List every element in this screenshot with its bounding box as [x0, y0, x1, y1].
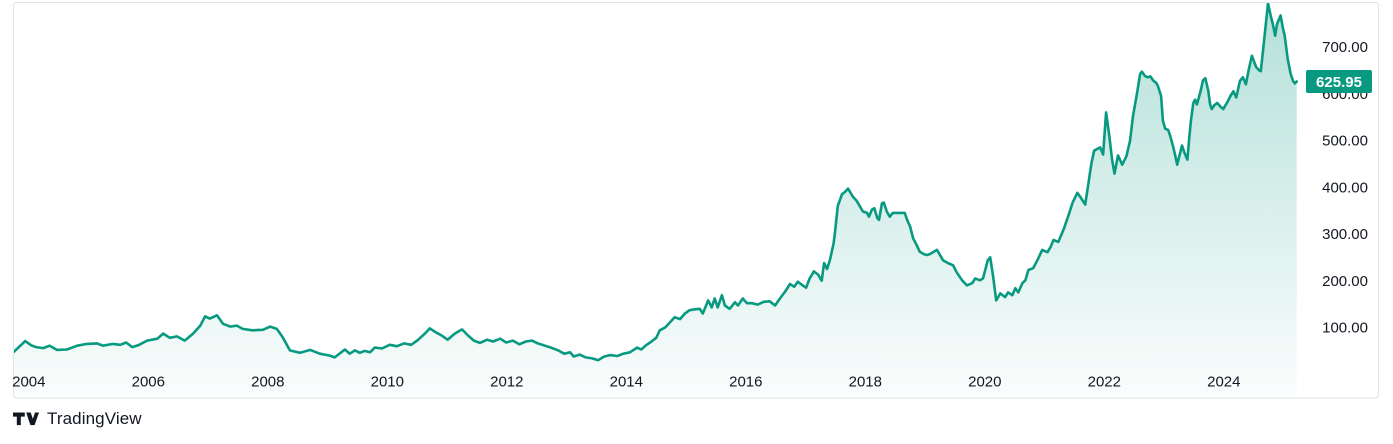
y-axis-tick-label: 700.00 [1322, 39, 1368, 56]
x-axis-tick-label: 2010 [371, 374, 404, 391]
x-axis: 2004 2006 2008 2010 2012 2014 2016 2018 2020 2022… [12, 374, 1240, 391]
x-axis-tick-label: 2018 [849, 374, 882, 391]
price-area-fill [14, 3, 1297, 397]
x-axis-tick-label: 2004 [12, 374, 45, 391]
x-axis-tick-label: 2006 [132, 374, 165, 391]
y-axis-tick-label: 100.00 [1322, 320, 1368, 337]
y-axis-tick-label: 200.00 [1322, 273, 1368, 290]
x-axis-tick-label: 2020 [968, 374, 1001, 391]
chart-frame [13, 2, 1379, 399]
x-axis-tick-label: 2014 [610, 374, 643, 391]
x-axis-tick-label: 2016 [729, 374, 762, 391]
x-axis-tick-label: 2022 [1088, 374, 1121, 391]
tradingview-attribution-link[interactable]: TradingView [13, 409, 142, 429]
tradingview-brand-text: TradingView [47, 409, 142, 428]
y-axis-tick-label: 300.00 [1322, 226, 1368, 243]
tradingview-logo-icon [13, 412, 39, 426]
price-line [14, 3, 1298, 362]
x-axis-tick-label: 2012 [490, 374, 523, 391]
x-axis-tick-label: 2024 [1207, 374, 1240, 391]
last-price-badge-background [1306, 70, 1372, 93]
y-axis-tick-label: 400.00 [1322, 179, 1368, 196]
last-price-badge: 625.95 [1306, 70, 1372, 93]
y-axis-tick-label: 500.00 [1322, 133, 1368, 150]
x-axis-tick-label: 2008 [251, 374, 284, 391]
last-price-value: 625.95 [1316, 74, 1362, 91]
